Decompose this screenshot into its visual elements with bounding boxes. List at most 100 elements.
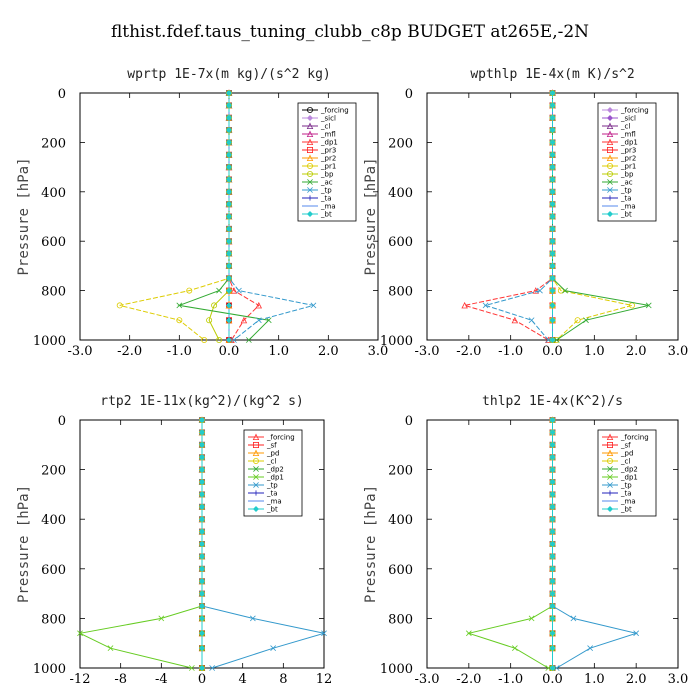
legend-item: _ac [602,179,633,187]
legend-marker [607,482,613,488]
legend-label: _tp [620,482,632,490]
legend-label: _pr1 [320,163,336,171]
legend-label: _ac [320,179,333,187]
data-point [645,302,652,309]
legend-marker [606,154,614,162]
legend-marker [252,457,259,464]
legend-marker [607,146,614,153]
legend-label: _sicl [320,115,336,123]
legend-marker [307,179,313,185]
data-point [587,645,594,652]
data-point [549,302,556,309]
data-point [557,287,564,294]
data-point [549,578,556,585]
data-point [198,578,206,585]
x-tick-label: -2.0 [456,672,481,687]
legend-label: _sicl [620,115,636,123]
legend-marker [607,187,613,193]
legend-marker [306,114,314,122]
y-tick-label: 1000 [33,662,66,677]
y-tick-label: 0 [58,414,66,429]
legend-item: _ma [602,203,636,211]
legend-label: _forcing [266,434,295,442]
legend-item: _dp1 [248,474,284,482]
legend-item: _cl [302,123,330,131]
data-point [562,287,568,294]
series-dp1 [461,89,556,344]
y-tick-label: 1000 [33,334,66,349]
legend-item: _ac [302,179,333,187]
legend-item: _ma [602,498,636,506]
legend-marker [607,474,613,480]
legend-label: _pr3 [620,147,636,155]
y-tick-label: 200 [388,136,413,151]
data-point [511,316,519,324]
legend-item: _dp1 [302,139,338,147]
data-point [549,213,556,220]
data-point [549,602,556,610]
data-point [225,188,233,195]
legend-label: _pr3 [320,147,336,155]
data-point [549,429,556,436]
series-bt [549,416,556,672]
x-tick-label: -2.0 [117,344,142,359]
data-point [176,317,183,324]
legend-marker [606,130,614,138]
legend-marker [252,433,260,441]
legend-marker [253,474,259,480]
legend: _forcing_sf_pd_cl_dp2_dp1_tp_ta_ma_bt [597,429,657,517]
legend-item: _bp [302,171,334,179]
legend-box [297,102,357,222]
data-point [633,630,640,637]
legend-marker [306,210,314,218]
legend-label: _cl [620,458,630,466]
x-tick-label: -2.0 [456,344,481,359]
panel-4: thlp2 1E-4x(K^2)/s Pressure [hPa] -3.0 -2.0… [363,394,688,687]
data-point [574,317,581,324]
legend-marker [607,466,613,472]
legend-marker [606,449,614,457]
data-point [231,337,237,343]
y-tick-label: 800 [41,285,66,300]
legend-item: _bt [248,506,278,514]
series-line [228,93,260,341]
x-tick-label: -3.0 [67,344,92,359]
series-bt [198,416,206,672]
data-point [549,151,556,158]
x-tick-label: 3.0 [668,344,689,359]
legend-marker [306,170,313,177]
legend-marker [606,138,614,146]
legend-label: _dp1 [620,139,638,147]
panel-title: wpthlp 1E-4x(m K)/s^2 [470,67,634,82]
x-tick-label: 3.0 [668,672,689,687]
data-point [270,645,277,652]
data-point [549,139,556,146]
data-point [549,89,556,97]
data-point [198,553,206,560]
legend-marker [606,114,614,122]
legend-item: _forcing [602,434,649,442]
data-point [198,503,206,510]
data-point [198,491,206,498]
series-line [466,420,553,669]
legend-label: _ma [620,498,636,506]
data-point [225,336,233,344]
legend-label: _bt [620,506,632,514]
data-point [549,565,556,572]
x-tick-label: 1.0 [268,344,289,359]
panel-2: wpthlp 1E-4x(m K)/s^2 Pressure [hPa] -3.0 -… [363,67,688,359]
y-axis-label: Pressure [hPa] [363,157,379,275]
y-tick-label: 0 [58,87,66,102]
data-point [225,238,233,245]
legend-item: _tp [602,187,632,195]
data-point [549,540,556,548]
data-point [198,441,206,448]
legend-item: _pr3 [602,147,636,155]
legend-item: _pr2 [302,155,336,163]
data-point [107,645,114,652]
legend: _forcing_sicl_cl_mfl_dp1_pr3_pr2_pr1_bp_… [297,102,357,222]
data-point [225,317,233,324]
x-tick-label: 1.0 [584,672,605,687]
x-tick-label: -1.0 [498,344,523,359]
